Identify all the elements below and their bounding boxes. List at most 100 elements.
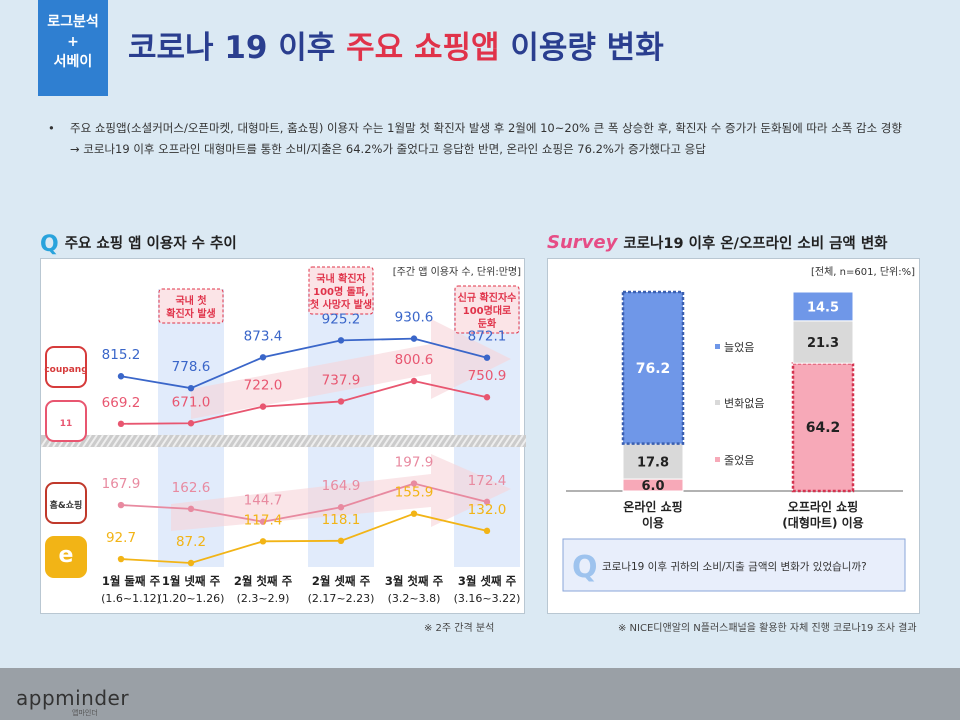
- annotation-text: 첫 사망자 발생: [310, 298, 372, 311]
- 11st-app-icon-glyph: 11: [60, 419, 73, 429]
- separator-hatch: [256, 434, 266, 448]
- data-label: 162.6: [172, 480, 211, 496]
- left-note: ※ 2주 간격 분석: [424, 623, 495, 634]
- category-label: 1월 넷째 주: [162, 574, 221, 588]
- badge-line-2: +: [67, 34, 79, 50]
- data-point: [410, 510, 418, 517]
- separator-hatch: [130, 434, 140, 448]
- separator-hatch: [172, 434, 182, 448]
- data-label: 132.0: [468, 502, 507, 518]
- summary-bullet-1: 주요 쇼핑앱(소셜커머스/오픈마켓, 대형마트, 홈쇼핑) 이용자 수는 1월말…: [48, 118, 902, 139]
- category-label: 1월 둘째 주: [102, 574, 161, 588]
- annotation-text: 확진자 발생: [166, 307, 215, 320]
- appminder-logo: appminder: [16, 686, 130, 710]
- separator-hatch: [340, 434, 350, 448]
- separator-hatch: [286, 434, 296, 448]
- bar-value-label: 6.0: [641, 479, 664, 494]
- separator-hatch: [472, 434, 482, 448]
- data-label: 197.9: [395, 455, 434, 471]
- coupang-app-icon-glyph: coupang: [44, 365, 87, 375]
- data-label: 750.9: [468, 368, 507, 384]
- emart-app-icon-glyph: e: [59, 543, 74, 568]
- separator-hatch: [106, 434, 116, 448]
- data-label: 671.0: [172, 394, 211, 410]
- separator-hatch: [382, 434, 392, 448]
- bar-value-label: 64.2: [806, 420, 841, 436]
- legend-swatch: [715, 400, 720, 405]
- legend-label: 줄었음: [724, 454, 754, 467]
- separator-hatch: [520, 437, 526, 448]
- data-label: 117.4: [244, 512, 283, 528]
- annotation-text: 국내 확진자: [316, 272, 366, 285]
- data-point: [187, 559, 195, 567]
- separator-hatch: [478, 434, 488, 448]
- separator-hatch: [304, 434, 314, 448]
- separator-hatch: [244, 434, 254, 448]
- annotation-text: 100명대로: [463, 304, 511, 317]
- separator-hatch: [388, 434, 398, 448]
- right-section-title-text: 코로나19 이후 온/오프라인 소비 금액 변화: [623, 236, 888, 252]
- bar-value-label: 21.3: [807, 336, 839, 351]
- data-label: 155.9: [395, 485, 434, 501]
- separator-hatch: [262, 434, 272, 448]
- legend-label: 변화없음: [724, 397, 764, 410]
- separator-hatch: [268, 434, 278, 448]
- annotation-text: 국내 첫: [175, 294, 206, 307]
- separator-hatch: [460, 434, 470, 448]
- series-line: [120, 380, 488, 425]
- separator-hatch: [328, 434, 338, 448]
- bar-category-label: 온라인 쇼핑: [623, 499, 682, 514]
- separator-hatch: [412, 434, 422, 448]
- separator-hatch: [430, 434, 440, 448]
- annotation-text: 둔화: [478, 318, 497, 330]
- separator-hatch: [190, 434, 200, 448]
- survey-word: Survey: [547, 232, 618, 253]
- category-label: 2월 셋째 주: [312, 574, 371, 588]
- data-point: [187, 384, 195, 392]
- data-point: [117, 555, 125, 563]
- magnifier-q-icon: Q: [40, 232, 59, 257]
- data-label: 872.1: [468, 329, 507, 345]
- separator-hatch: [166, 434, 176, 448]
- bar-category-label: 이용: [642, 515, 664, 530]
- question-text: 코로나19 이후 귀하의 소비/지출 금액의 변화가 있었습니까?: [602, 560, 867, 573]
- separator-hatch: [220, 434, 230, 448]
- separator-hatch: [484, 434, 494, 448]
- line-chart-panel: [주간 앱 이용자 수, 단위:만명] 국내 첫 확진자 발생 국내 확진자 100명 …: [40, 258, 526, 614]
- separator-hatch: [346, 434, 356, 448]
- separator-hatch: [370, 434, 380, 448]
- right-section-title: Survey 코로나19 이후 온/오프라인 소비 금액 변화: [547, 232, 888, 253]
- data-label: 118.1: [322, 512, 361, 528]
- separator-hatch: [400, 434, 410, 448]
- question-box: [562, 538, 906, 592]
- data-label: 925.2: [322, 311, 361, 327]
- data-label: 172.4: [468, 473, 507, 489]
- annotation-text: 신규 확진자수: [458, 291, 517, 304]
- separator-hatch: [148, 434, 158, 448]
- data-label: 722.0: [244, 378, 283, 394]
- separator-hatch: [232, 434, 242, 448]
- trend-arrow-lower: [171, 454, 511, 531]
- separator-hatch: [406, 434, 416, 448]
- data-label: 87.2: [176, 534, 206, 550]
- data-point: [483, 354, 491, 361]
- category-range-label: (3.2~3.8): [388, 592, 441, 605]
- left-section-title: Q 주요 쇼핑 앱 이용자 수 추이: [40, 232, 237, 257]
- series-line: [120, 482, 488, 523]
- bar-segment: [792, 291, 854, 322]
- data-point: [259, 403, 267, 410]
- separator-hatch: [196, 434, 206, 448]
- category-range-label: (2.3~2.9): [237, 592, 290, 605]
- summary-bullets: 주요 쇼핑앱(소셜커머스/오픈마켓, 대형마트, 홈쇼핑) 이용자 수는 1월말…: [48, 118, 902, 160]
- separator-hatch: [88, 434, 98, 448]
- separator-hatch: [442, 434, 452, 448]
- data-point: [410, 335, 418, 342]
- separator-hatch: [250, 434, 260, 448]
- separator-hatch: [466, 434, 476, 448]
- title-part-1: 코로나 19 이후: [128, 30, 347, 66]
- data-point: [187, 505, 195, 513]
- data-label: 737.9: [322, 372, 361, 388]
- bar-segment: [621, 290, 685, 445]
- appminder-logo-sub: 앱마인더: [72, 709, 98, 717]
